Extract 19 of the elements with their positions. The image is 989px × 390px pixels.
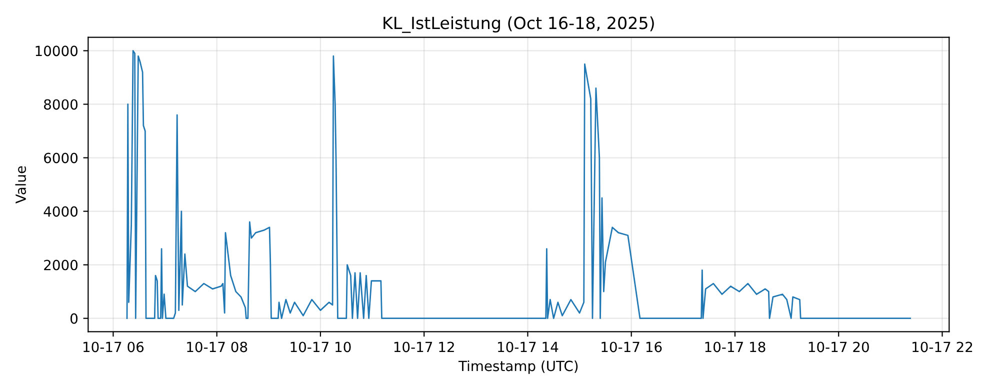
y-tick-label: 4000 (44, 206, 78, 217)
y-tick-label: 2000 (44, 260, 78, 270)
x-tick-label: 10-17 14 (498, 342, 558, 352)
x-tick-label: 10-17 10 (290, 342, 351, 352)
y-tick-label: 0 (70, 313, 78, 324)
x-tick-label: 10-17 08 (187, 342, 248, 352)
y-tick-label: 8000 (44, 99, 78, 110)
x-tick-label: 10-17 12 (394, 342, 454, 352)
chart-title: KL_IstLeistung (Oct 16-18, 2025) (384, 16, 654, 33)
x-tick-label: 10-17 06 (84, 342, 144, 352)
x-axis-title: Timestamp (UTC) (458, 360, 578, 374)
y-axis-title: Value (15, 166, 26, 204)
x-tick-label: 10-17 20 (808, 342, 869, 352)
y-tick-label: 6000 (44, 152, 78, 164)
line-series (126, 50, 911, 320)
x-tick-label: 10-17 16 (602, 342, 662, 352)
x-tick-label: 10-17 18 (705, 342, 766, 352)
x-tick-label: 10-17 22 (912, 342, 972, 352)
y-tick-label: 10000 (36, 46, 78, 56)
